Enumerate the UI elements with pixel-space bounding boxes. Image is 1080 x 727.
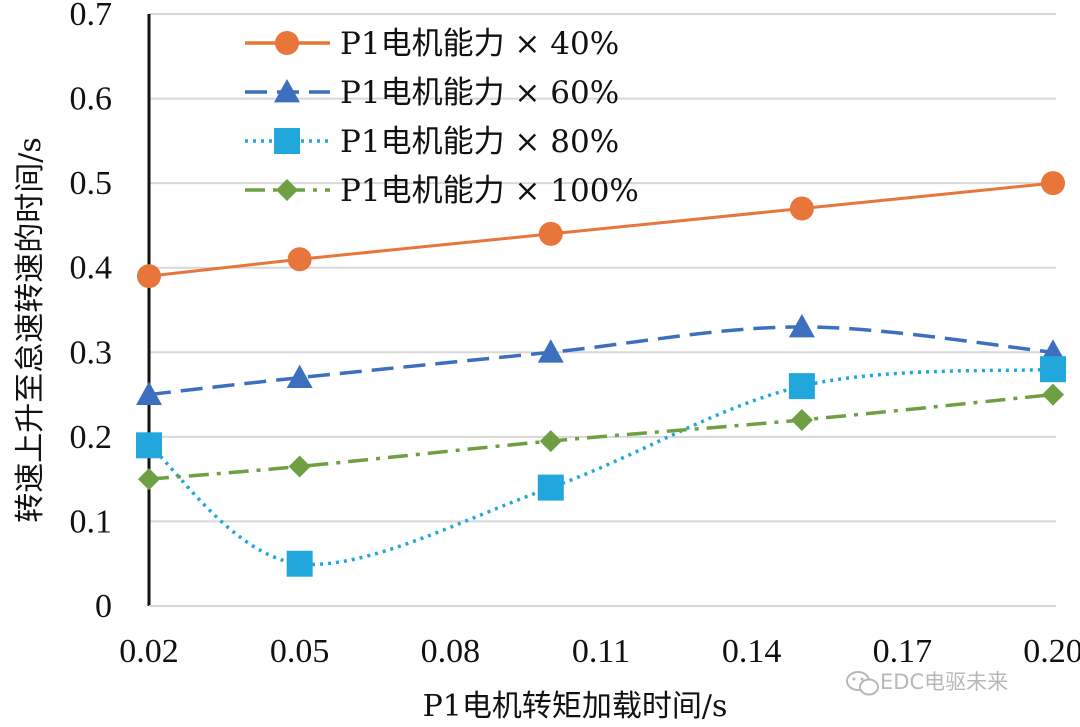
y-tick-label-6: 0.6 [70, 81, 113, 118]
legend-marker-2 [274, 128, 300, 154]
y-tick-label-0: 0 [95, 588, 112, 625]
legend: P1电机能力 × 40% P1电机能力 × 60% P1电机能力 × 80% P1电机… [245, 26, 639, 209]
watermark: EDC电驱未来 [846, 670, 1008, 696]
data-point-s3-p1 [288, 455, 311, 478]
x-tick-label-1: 0.05 [270, 633, 330, 670]
y-tick-label-2: 0.2 [70, 419, 113, 456]
axes [147, 14, 1056, 607]
data-point-s2-p4 [1040, 356, 1066, 383]
data-point-s1-p0 [136, 381, 162, 405]
legend-label-0: P1电机能力 × 40% [340, 26, 619, 62]
data-point-s2-p1 [286, 550, 313, 577]
data-point-s1-p3 [788, 313, 815, 338]
data-point-s0-p0 [137, 264, 161, 289]
x-tick-label-5: 0.17 [873, 633, 933, 670]
y-tick-label-4: 0.4 [70, 250, 113, 287]
x-axis-title: P1电机转矩加载时间/s [423, 689, 728, 724]
data-point-s3-p3 [790, 408, 813, 431]
legend-label-2: P1电机能力 × 80% [340, 124, 619, 160]
watermark-text: EDC电驱未来 [880, 670, 1008, 694]
data-point-s0-p1 [287, 247, 312, 272]
data-point-s2-p0 [136, 432, 162, 459]
data-point-s0-p4 [1041, 171, 1065, 196]
series-markers [136, 171, 1066, 577]
data-point-s1-p2 [537, 339, 564, 363]
series-line-1 [148, 325, 1054, 397]
legend-label-3: P1电机能力 × 100% [340, 173, 639, 209]
x-tick-label-6: 0.20 [1023, 633, 1080, 670]
x-tick-label-3: 0.11 [572, 633, 630, 670]
data-point-s2-p3 [788, 373, 815, 400]
legend-marker-3 [276, 179, 298, 201]
y-tick-label-1: 0.1 [70, 503, 113, 540]
x-tick-label-4: 0.14 [722, 633, 782, 670]
x-tick-labels: 0.02 0.05 0.08 0.11 0.14 0.17 0.20 [119, 633, 1080, 670]
y-tick-label-3: 0.3 [70, 334, 113, 371]
data-point-s2-p2 [537, 474, 564, 501]
legend-label-1: P1电机能力 × 60% [340, 75, 619, 111]
data-point-s3-p2 [539, 430, 562, 453]
x-tick-label-2: 0.08 [421, 633, 481, 670]
legend-marker-1 [274, 79, 300, 103]
data-point-s3-p4 [1042, 383, 1064, 406]
data-point-s0-p3 [789, 196, 814, 221]
y-axis-title: 转速上升至怠速转速的时间/s [13, 137, 48, 523]
x-tick-label-0: 0.02 [119, 633, 179, 670]
y-tick-label-5: 0.5 [70, 165, 113, 202]
legend-marker-0 [275, 31, 299, 55]
series-lines [147, 181, 1054, 567]
y-tick-labels: 0 0.1 0.2 0.3 0.4 0.5 0.6 0.7 [70, 0, 113, 625]
y-tick-label-7: 0.7 [70, 0, 113, 33]
wechat-icon [846, 671, 879, 696]
data-point-s1-p1 [286, 364, 313, 389]
data-point-s3-p0 [138, 468, 160, 491]
data-point-s0-p2 [538, 221, 563, 246]
